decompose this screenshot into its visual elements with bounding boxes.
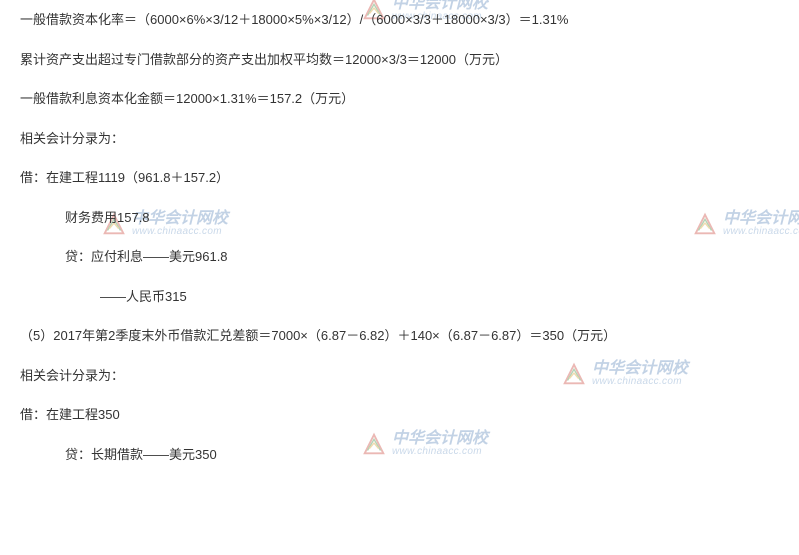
entry-header-2: 相关会计分录为： bbox=[20, 366, 779, 386]
entry-debit-2: 财务费用157.8 bbox=[20, 208, 779, 228]
watermark-sub-text: www.chinaacc.com bbox=[132, 227, 228, 237]
calc-line-5: （5）2017年第2季度末外币借款汇兑差额＝7000×（6.87－6.82）＋1… bbox=[20, 326, 779, 346]
calc-line-2: 累计资产支出超过专门借款部分的资产支出加权平均数＝12000×3/3＝12000… bbox=[20, 50, 779, 70]
watermark-sub-text: www.chinaacc.com bbox=[723, 227, 799, 237]
calc-line-3: 一般借款利息资本化金额＝12000×1.31%＝157.2（万元） bbox=[20, 89, 779, 109]
calc-line-1: 一般借款资本化率＝（6000×6%×3/12＋18000×5%×3/12）/（6… bbox=[20, 10, 779, 30]
entry-credit-3: 贷：长期借款——美元350 bbox=[20, 445, 779, 465]
entry-header-1: 相关会计分录为： bbox=[20, 129, 779, 149]
entry-debit-1: 借：在建工程1119（961.8＋157.2） bbox=[20, 168, 779, 188]
entry-credit-2: ——人民币315 bbox=[20, 287, 779, 307]
entry-credit-1: 贷：应付利息——美元961.8 bbox=[20, 247, 779, 267]
entry-debit-3: 借：在建工程350 bbox=[20, 405, 779, 425]
